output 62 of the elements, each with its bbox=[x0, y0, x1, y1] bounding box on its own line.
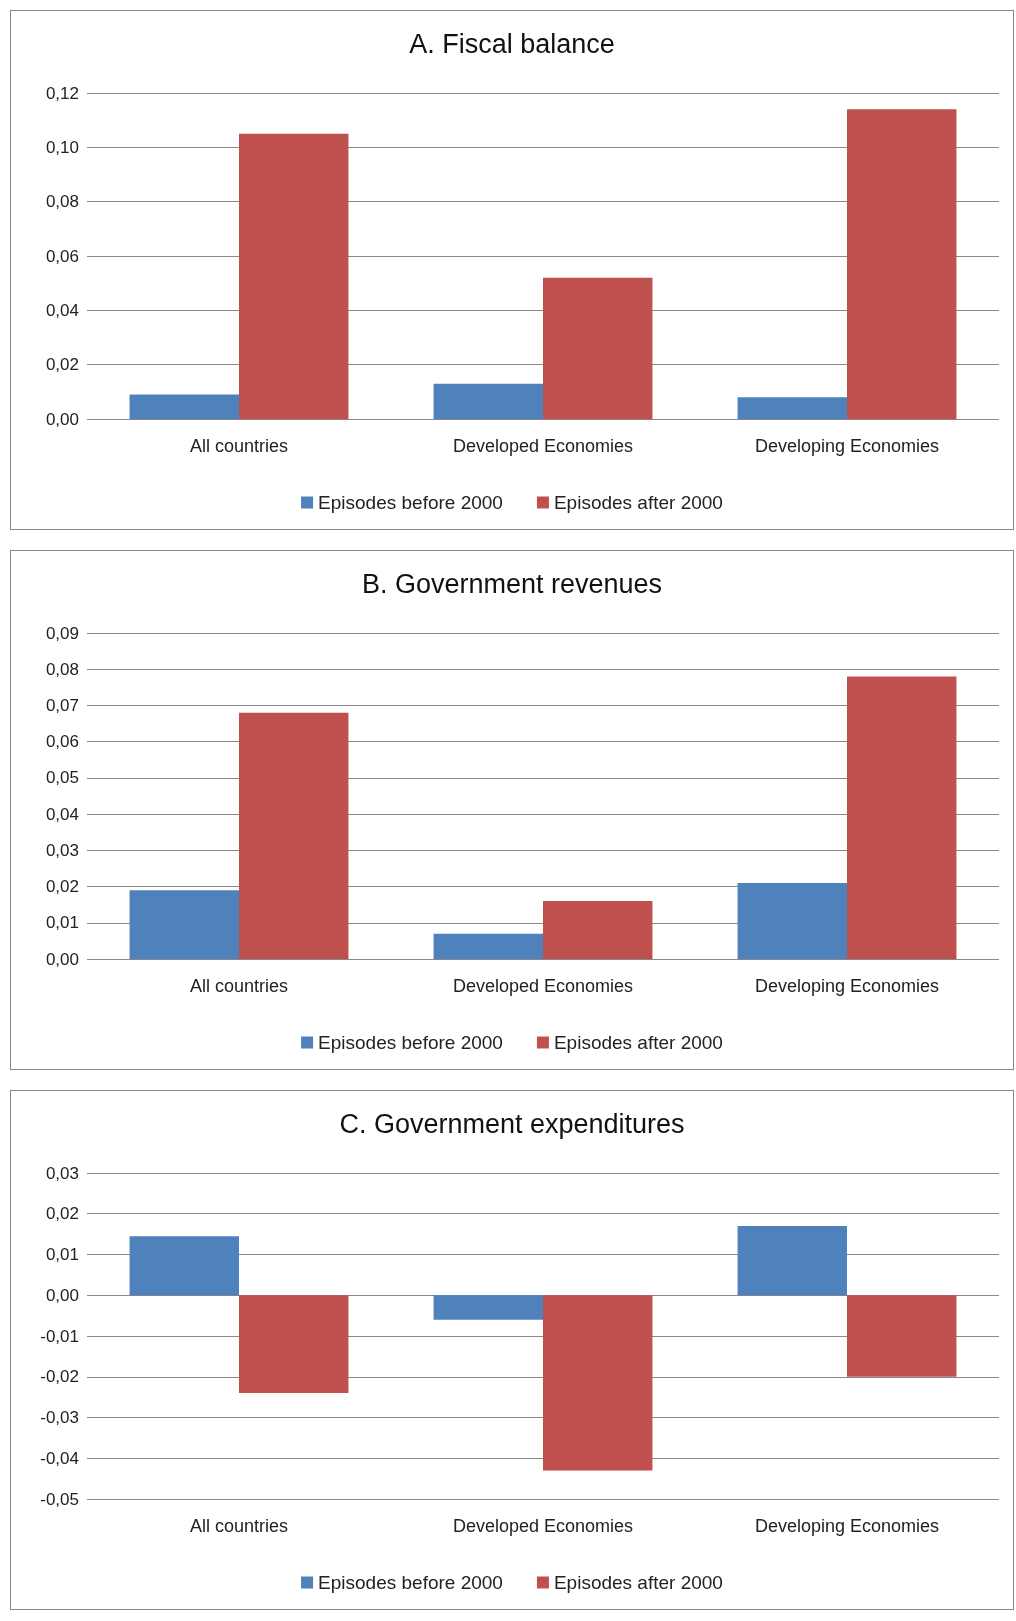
y-tick-label: 0,06 bbox=[45, 732, 79, 752]
bar bbox=[543, 1295, 653, 1471]
x-tick-label: All countries bbox=[189, 436, 289, 456]
y-tick-label: -0,02 bbox=[40, 1367, 79, 1387]
bar bbox=[847, 1295, 957, 1377]
bar bbox=[737, 397, 847, 419]
x-tick-label: Developing Economies bbox=[754, 1516, 940, 1536]
y-tick-label: 0,03 bbox=[45, 840, 79, 860]
bar bbox=[737, 1225, 847, 1296]
y-tick-label: -0,05 bbox=[40, 1489, 79, 1509]
bar bbox=[239, 712, 349, 959]
y-tick-label: 0,04 bbox=[45, 804, 79, 824]
chart-title: B. Government revenues bbox=[361, 568, 663, 599]
chart-title: A. Fiscal balance bbox=[409, 28, 615, 59]
legend-label: Episodes after 2000 bbox=[553, 492, 723, 513]
legend-label: Episodes after 2000 bbox=[553, 1032, 723, 1053]
bar bbox=[129, 394, 239, 419]
y-tick-label: 0,09 bbox=[45, 623, 79, 643]
y-tick-label: 0,02 bbox=[45, 1204, 79, 1224]
bar bbox=[433, 933, 543, 959]
bar bbox=[239, 133, 349, 419]
y-tick-label: 0,07 bbox=[45, 695, 79, 715]
y-tick-label: 0,00 bbox=[45, 949, 79, 969]
legend-label: Episodes before 2000 bbox=[318, 1032, 503, 1053]
y-tick-label: 0,10 bbox=[45, 137, 79, 157]
y-tick-label: 0,03 bbox=[45, 1163, 79, 1183]
y-tick-label: 0,05 bbox=[45, 768, 79, 788]
bar bbox=[543, 901, 653, 959]
y-tick-label: 0,02 bbox=[45, 877, 79, 897]
y-tick-label: 0,08 bbox=[45, 659, 79, 679]
chart-title: C. Government expenditures bbox=[339, 1108, 685, 1139]
y-tick-label: -0,03 bbox=[40, 1408, 79, 1427]
legend-label: Episodes before 2000 bbox=[318, 492, 503, 513]
x-tick-label: Developed Economies bbox=[452, 976, 634, 996]
x-tick-label: All countries bbox=[189, 976, 289, 996]
bar bbox=[129, 890, 239, 959]
bar bbox=[847, 109, 957, 419]
y-tick-label: 0,12 bbox=[45, 83, 79, 103]
y-tick-label: -0,01 bbox=[40, 1326, 79, 1346]
y-tick-label: 0,02 bbox=[45, 355, 79, 375]
x-tick-label: Developing Economies bbox=[754, 976, 940, 996]
y-tick-label: 0,01 bbox=[45, 913, 79, 933]
legend-label: Episodes before 2000 bbox=[318, 1572, 503, 1593]
bar bbox=[129, 1236, 239, 1296]
y-tick-label: 0,01 bbox=[45, 1245, 79, 1264]
bar bbox=[239, 1295, 349, 1394]
bar bbox=[543, 277, 653, 419]
bar bbox=[737, 882, 847, 959]
bar bbox=[847, 676, 957, 959]
x-tick-label: All countries bbox=[189, 1516, 289, 1536]
bar bbox=[433, 1295, 543, 1320]
y-tick-label: 0,06 bbox=[45, 246, 79, 266]
bar bbox=[433, 383, 543, 419]
y-tick-label: -0,04 bbox=[40, 1448, 79, 1468]
x-tick-label: Developed Economies bbox=[452, 1516, 634, 1536]
y-tick-label: 0,00 bbox=[45, 409, 79, 429]
y-tick-label: 0,00 bbox=[45, 1285, 79, 1305]
legend-label: Episodes after 2000 bbox=[553, 1572, 723, 1593]
x-tick-label: Developed Economies bbox=[452, 436, 634, 456]
x-tick-label: Developing Economies bbox=[754, 436, 940, 456]
y-tick-label: 0,04 bbox=[45, 300, 79, 320]
y-tick-label: 0,08 bbox=[45, 192, 79, 212]
